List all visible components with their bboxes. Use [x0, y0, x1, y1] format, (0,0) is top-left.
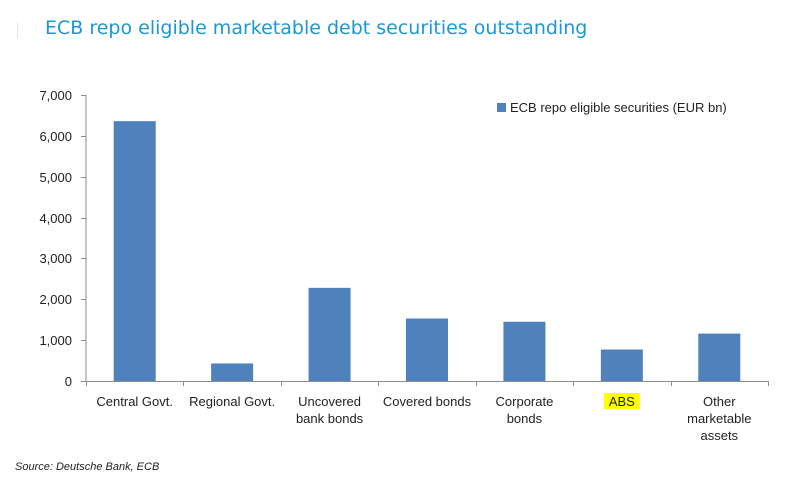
x-category-label: marketable — [687, 411, 751, 426]
title-marker — [17, 22, 18, 38]
y-tick-label: 0 — [65, 374, 72, 389]
legend-swatch — [497, 103, 506, 112]
x-category-label: Corporate — [496, 394, 554, 409]
bar — [211, 363, 254, 381]
x-category-label: assets — [700, 428, 738, 443]
x-category-label: ABS — [609, 394, 635, 409]
chart-title: ECB repo eligible marketable debt securi… — [45, 17, 588, 39]
bar — [406, 318, 448, 381]
x-category-label: Uncovered — [298, 394, 361, 409]
x-category-label: Regional Govt. — [189, 394, 275, 409]
x-category-label: Covered bonds — [383, 394, 472, 409]
y-tick-label: 4,000 — [39, 211, 72, 226]
x-category-label: Other — [703, 394, 736, 409]
bar — [503, 321, 546, 381]
bar-chart: 0 1,000 2,000 3,000 4,000 5,000 6,000 7,000 Cent… — [39, 88, 769, 443]
bar — [113, 121, 156, 382]
category-highlight — [603, 393, 640, 409]
y-tick-label: 7,000 — [39, 88, 72, 103]
x-category-label: bank bonds — [296, 411, 364, 426]
bar — [308, 287, 351, 381]
y-tick-label: 2,000 — [39, 292, 72, 307]
x-category-label: bonds — [507, 411, 543, 426]
y-tick-label: 1,000 — [39, 333, 72, 348]
y-tick-label: 5,000 — [39, 170, 72, 185]
bar — [600, 349, 643, 381]
y-tick-label: 6,000 — [39, 129, 72, 144]
x-category-label: Central Govt. — [96, 394, 173, 409]
bar — [698, 333, 741, 381]
y-tick-label: 3,000 — [39, 251, 72, 266]
legend-label: ECB repo eligible securities (EUR bn) — [510, 100, 727, 115]
source-note: Source: Deutsche Bank, ECB — [15, 461, 160, 473]
